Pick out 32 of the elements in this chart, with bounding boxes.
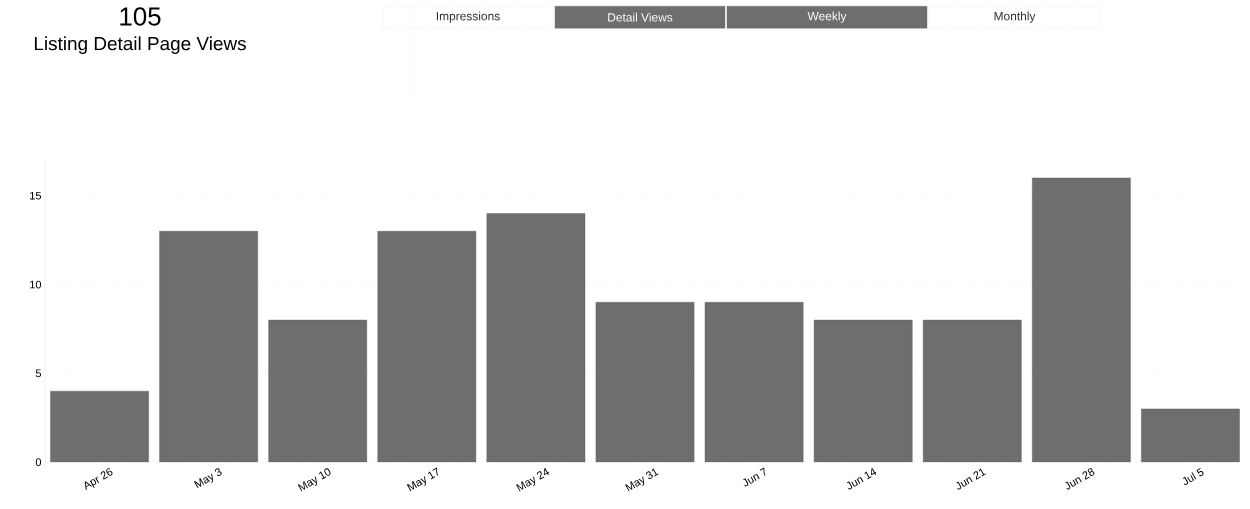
x-tick-label: May 17 [406, 467, 439, 492]
y-tick-label: 15 [30, 191, 42, 200]
bar [377, 230, 477, 463]
bar [486, 213, 586, 463]
text: Weekly [807, 11, 847, 23]
bar [1032, 177, 1131, 463]
x-tick-label: Apr 26 [84, 468, 113, 490]
x-tick-label: Jun 14 [846, 467, 877, 490]
x-tick-label: Jun 28 [1065, 468, 1095, 490]
bar [159, 230, 258, 463]
x-tick-label: Jun 7 [743, 467, 766, 487]
bar [704, 302, 804, 463]
x-tick-label: May 31 [625, 468, 659, 492]
bar [595, 302, 695, 463]
bar [50, 390, 149, 463]
x-tick-label: Jun 21 [956, 468, 986, 490]
text: Detail Views [608, 12, 673, 22]
chart-title: 105 [120, 7, 161, 26]
x-tick-label: May 3 [194, 468, 222, 489]
y-tick-label: 10 [30, 280, 42, 289]
bar [922, 319, 1022, 463]
bar [813, 319, 913, 463]
y-tick-label: 0 [35, 458, 42, 466]
text: Monthly [994, 11, 1036, 23]
chart-subtitle: Listing Detail Page Views [34, 36, 246, 54]
x-tick-label: May 24 [516, 467, 549, 492]
x-tick-label: May 10 [297, 468, 331, 492]
x-tick-label: Jul 5 [1182, 467, 1204, 485]
bar [268, 319, 368, 463]
y-tick-label: 5 [35, 369, 42, 378]
bar [1141, 408, 1240, 463]
text: Impressions [436, 11, 500, 23]
